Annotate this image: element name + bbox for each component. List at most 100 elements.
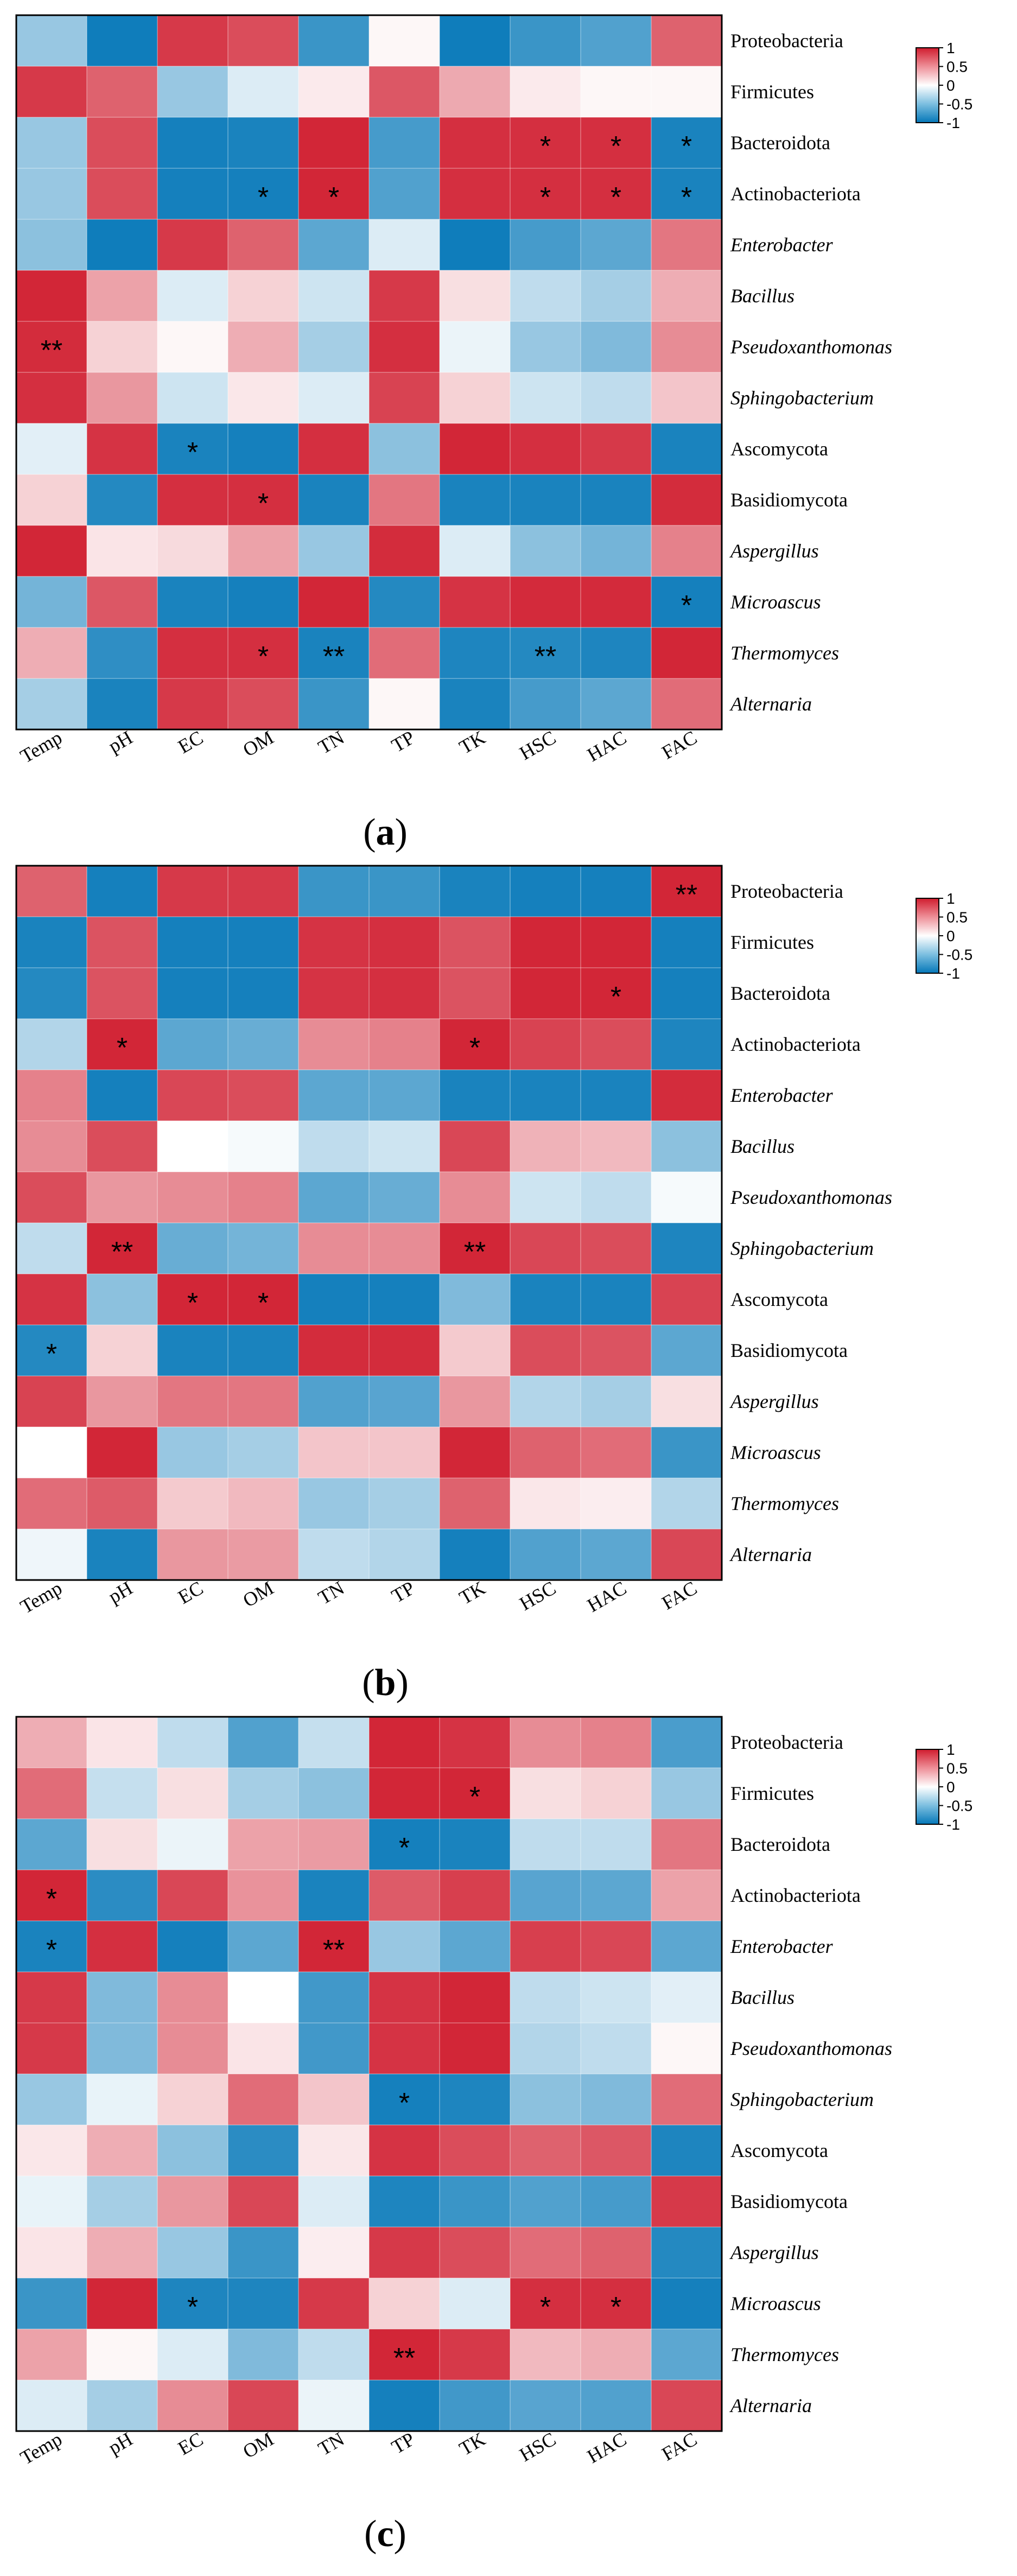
heatmap-cell bbox=[16, 1478, 87, 1529]
heatmap-cell bbox=[440, 2380, 510, 2431]
heatmap-cell bbox=[651, 1121, 722, 1172]
heatmap-cell bbox=[16, 2227, 87, 2278]
heatmap-cell bbox=[651, 1972, 722, 2023]
heatmap-cell bbox=[298, 1478, 369, 1529]
colorbar-tick-label: -1 bbox=[946, 115, 960, 131]
heatmap-cell bbox=[16, 866, 87, 917]
heatmap-cell bbox=[581, 1768, 651, 1819]
colorbar-tick-label: -1 bbox=[946, 965, 960, 982]
significance-mark: ** bbox=[393, 2343, 415, 2374]
heatmap-cell bbox=[581, 219, 651, 270]
row-label: Pseudoxanthomonas bbox=[730, 2038, 892, 2059]
heatmap-cell bbox=[228, 576, 298, 627]
heatmap-border bbox=[15, 865, 723, 1581]
heatmap-cell bbox=[298, 866, 369, 917]
heatmap-cell bbox=[651, 1325, 722, 1376]
heatmap-cell bbox=[440, 1478, 510, 1529]
heatmap-cell bbox=[440, 219, 510, 270]
heatmap-cell bbox=[581, 627, 651, 678]
heatmap-cell bbox=[87, 372, 157, 423]
heatmap-cell bbox=[16, 1768, 87, 1819]
row-label: Microascus bbox=[730, 591, 821, 613]
heatmap-cell bbox=[298, 1972, 369, 2023]
heatmap-cell bbox=[581, 1376, 651, 1427]
column-label: HSC bbox=[516, 726, 560, 764]
column-label: HSC bbox=[516, 2428, 560, 2466]
heatmap-cell bbox=[16, 525, 87, 576]
heatmap-cell bbox=[510, 525, 581, 576]
significance-mark: ** bbox=[676, 879, 697, 911]
heatmap-cell bbox=[440, 270, 510, 321]
row-label: Proteobacteria bbox=[730, 30, 843, 52]
heatmap-cell bbox=[16, 219, 87, 270]
heatmap-cell bbox=[651, 1529, 722, 1580]
heatmap-cell bbox=[369, 1717, 440, 1768]
heatmap-cell bbox=[157, 1529, 228, 1580]
row-label: Actinobacteriota bbox=[730, 1885, 861, 1906]
column-label: TK bbox=[455, 1577, 489, 1609]
heatmap-cell bbox=[157, 1019, 228, 1070]
heatmap-cell bbox=[510, 372, 581, 423]
significance-mark: * bbox=[258, 641, 269, 672]
heatmap-cell bbox=[298, 1768, 369, 1819]
heatmap-cell bbox=[581, 1478, 651, 1529]
heatmap-cell bbox=[581, 372, 651, 423]
heatmap-cell bbox=[510, 1274, 581, 1325]
heatmap-cell bbox=[510, 1768, 581, 1819]
heatmap-cell bbox=[510, 474, 581, 525]
heatmap-cell bbox=[87, 423, 157, 474]
heatmap-cell bbox=[651, 2125, 722, 2176]
significance-mark: * bbox=[187, 2292, 198, 2323]
significance-mark: * bbox=[187, 437, 198, 468]
heatmap-cell bbox=[228, 372, 298, 423]
heatmap-cell bbox=[651, 15, 722, 66]
heatmap-cell bbox=[228, 423, 298, 474]
heatmap-cell bbox=[510, 2176, 581, 2227]
heatmap-cell bbox=[440, 1427, 510, 1478]
significance-mark: * bbox=[328, 182, 339, 213]
heatmap-cell bbox=[651, 917, 722, 968]
heatmap-cell bbox=[651, 627, 722, 678]
heatmap-cell bbox=[157, 1972, 228, 2023]
heatmap-cell bbox=[157, 2176, 228, 2227]
heatmap-cell bbox=[510, 1921, 581, 1972]
heatmap-cell bbox=[87, 678, 157, 729]
significance-mark: * bbox=[469, 1781, 480, 1813]
column-label: TP bbox=[388, 2428, 418, 2458]
heatmap-cell bbox=[510, 423, 581, 474]
heatmap-cell bbox=[651, 321, 722, 372]
heatmap-cell bbox=[157, 1274, 228, 1325]
column-label: Temp bbox=[16, 2428, 66, 2469]
heatmap-cell bbox=[16, 968, 87, 1019]
heatmap-cell bbox=[369, 525, 440, 576]
heatmap-cell bbox=[228, 168, 298, 219]
significance-mark: * bbox=[540, 131, 551, 162]
heatmap-cell bbox=[510, 627, 581, 678]
heatmap-cell bbox=[581, 968, 651, 1019]
heatmap-cell bbox=[369, 917, 440, 968]
row-label: Bacteroidota bbox=[730, 132, 830, 154]
heatmap-cell bbox=[298, 1223, 369, 1274]
heatmap-cell bbox=[369, 66, 440, 117]
row-label: Firmicutes bbox=[730, 81, 814, 103]
heatmap-cell bbox=[87, 1325, 157, 1376]
heatmap-cell bbox=[87, 866, 157, 917]
heatmap-cell bbox=[581, 1223, 651, 1274]
heatmap-cell bbox=[369, 1223, 440, 1274]
heatmap-cell bbox=[440, 1172, 510, 1223]
heatmap-cell bbox=[440, 1819, 510, 1870]
heatmap-cell bbox=[16, 1376, 87, 1427]
heatmap-cell bbox=[581, 1172, 651, 1223]
row-label: Firmicutes bbox=[730, 931, 814, 953]
row-label: Sphingobacterium bbox=[730, 2089, 874, 2110]
column-label: FAC bbox=[658, 2428, 701, 2465]
column-label: TK bbox=[455, 726, 489, 758]
column-label: TN bbox=[314, 726, 348, 758]
heatmap-cell bbox=[87, 1717, 157, 1768]
heatmap-cell bbox=[581, 2278, 651, 2329]
heatmap-cell bbox=[510, 968, 581, 1019]
heatmap-cell bbox=[298, 525, 369, 576]
heatmap-cell bbox=[228, 1478, 298, 1529]
heatmap-cell bbox=[228, 2380, 298, 2431]
row-label: Microascus bbox=[730, 1442, 821, 1463]
